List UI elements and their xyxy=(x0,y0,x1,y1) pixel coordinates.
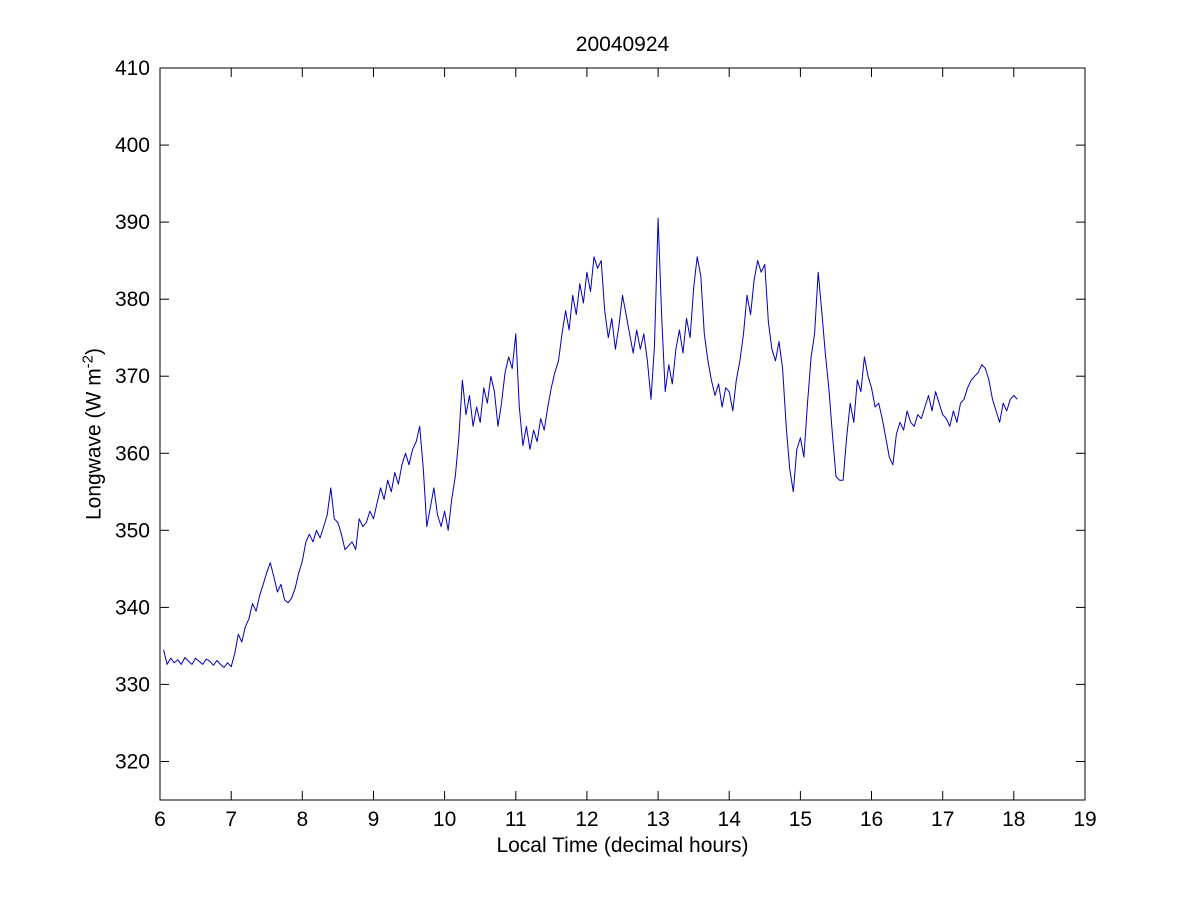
y-tick-label: 390 xyxy=(115,211,150,234)
y-tick-label: 380 xyxy=(115,288,150,311)
y-axis-label-close: ) xyxy=(82,347,106,355)
x-tick-label: 19 xyxy=(1073,808,1096,831)
x-tick-label: 11 xyxy=(505,808,527,831)
x-tick-label: 10 xyxy=(433,808,456,831)
x-tick-label: 15 xyxy=(789,808,812,831)
y-tick-label: 320 xyxy=(115,751,150,774)
longwave-series-line xyxy=(163,217,1018,668)
x-tick-label: 12 xyxy=(575,808,598,831)
x-tick-label: 14 xyxy=(718,808,742,831)
x-tick-label: 8 xyxy=(296,808,308,831)
y-axis-label-main: Longwave (W m xyxy=(82,368,106,521)
x-tick-label: 9 xyxy=(368,808,380,831)
chart-title: 20040924 xyxy=(575,33,670,56)
y-tick-label: 350 xyxy=(115,519,150,542)
y-tick-label: 340 xyxy=(115,596,150,619)
x-tick-label: 17 xyxy=(931,808,954,831)
y-axis-label: Longwave (W m-2) xyxy=(80,348,107,520)
y-tick-label: 360 xyxy=(115,442,150,465)
x-tick-label: 18 xyxy=(1002,808,1025,831)
x-axis-label: Local Time (decimal hours) xyxy=(496,834,749,857)
y-tick-label: 330 xyxy=(115,673,150,696)
y-axis-label-superscript: -2 xyxy=(79,354,97,369)
y-tick-label: 400 xyxy=(115,134,150,157)
y-tick-label: 410 xyxy=(115,57,150,80)
axes-box xyxy=(159,67,1086,801)
x-tick-label: 13 xyxy=(646,808,669,831)
x-tick-label: 7 xyxy=(225,808,237,831)
x-tick-label: 6 xyxy=(154,808,166,831)
y-tick-label: 370 xyxy=(115,365,150,388)
x-tick-label: 16 xyxy=(860,808,883,831)
